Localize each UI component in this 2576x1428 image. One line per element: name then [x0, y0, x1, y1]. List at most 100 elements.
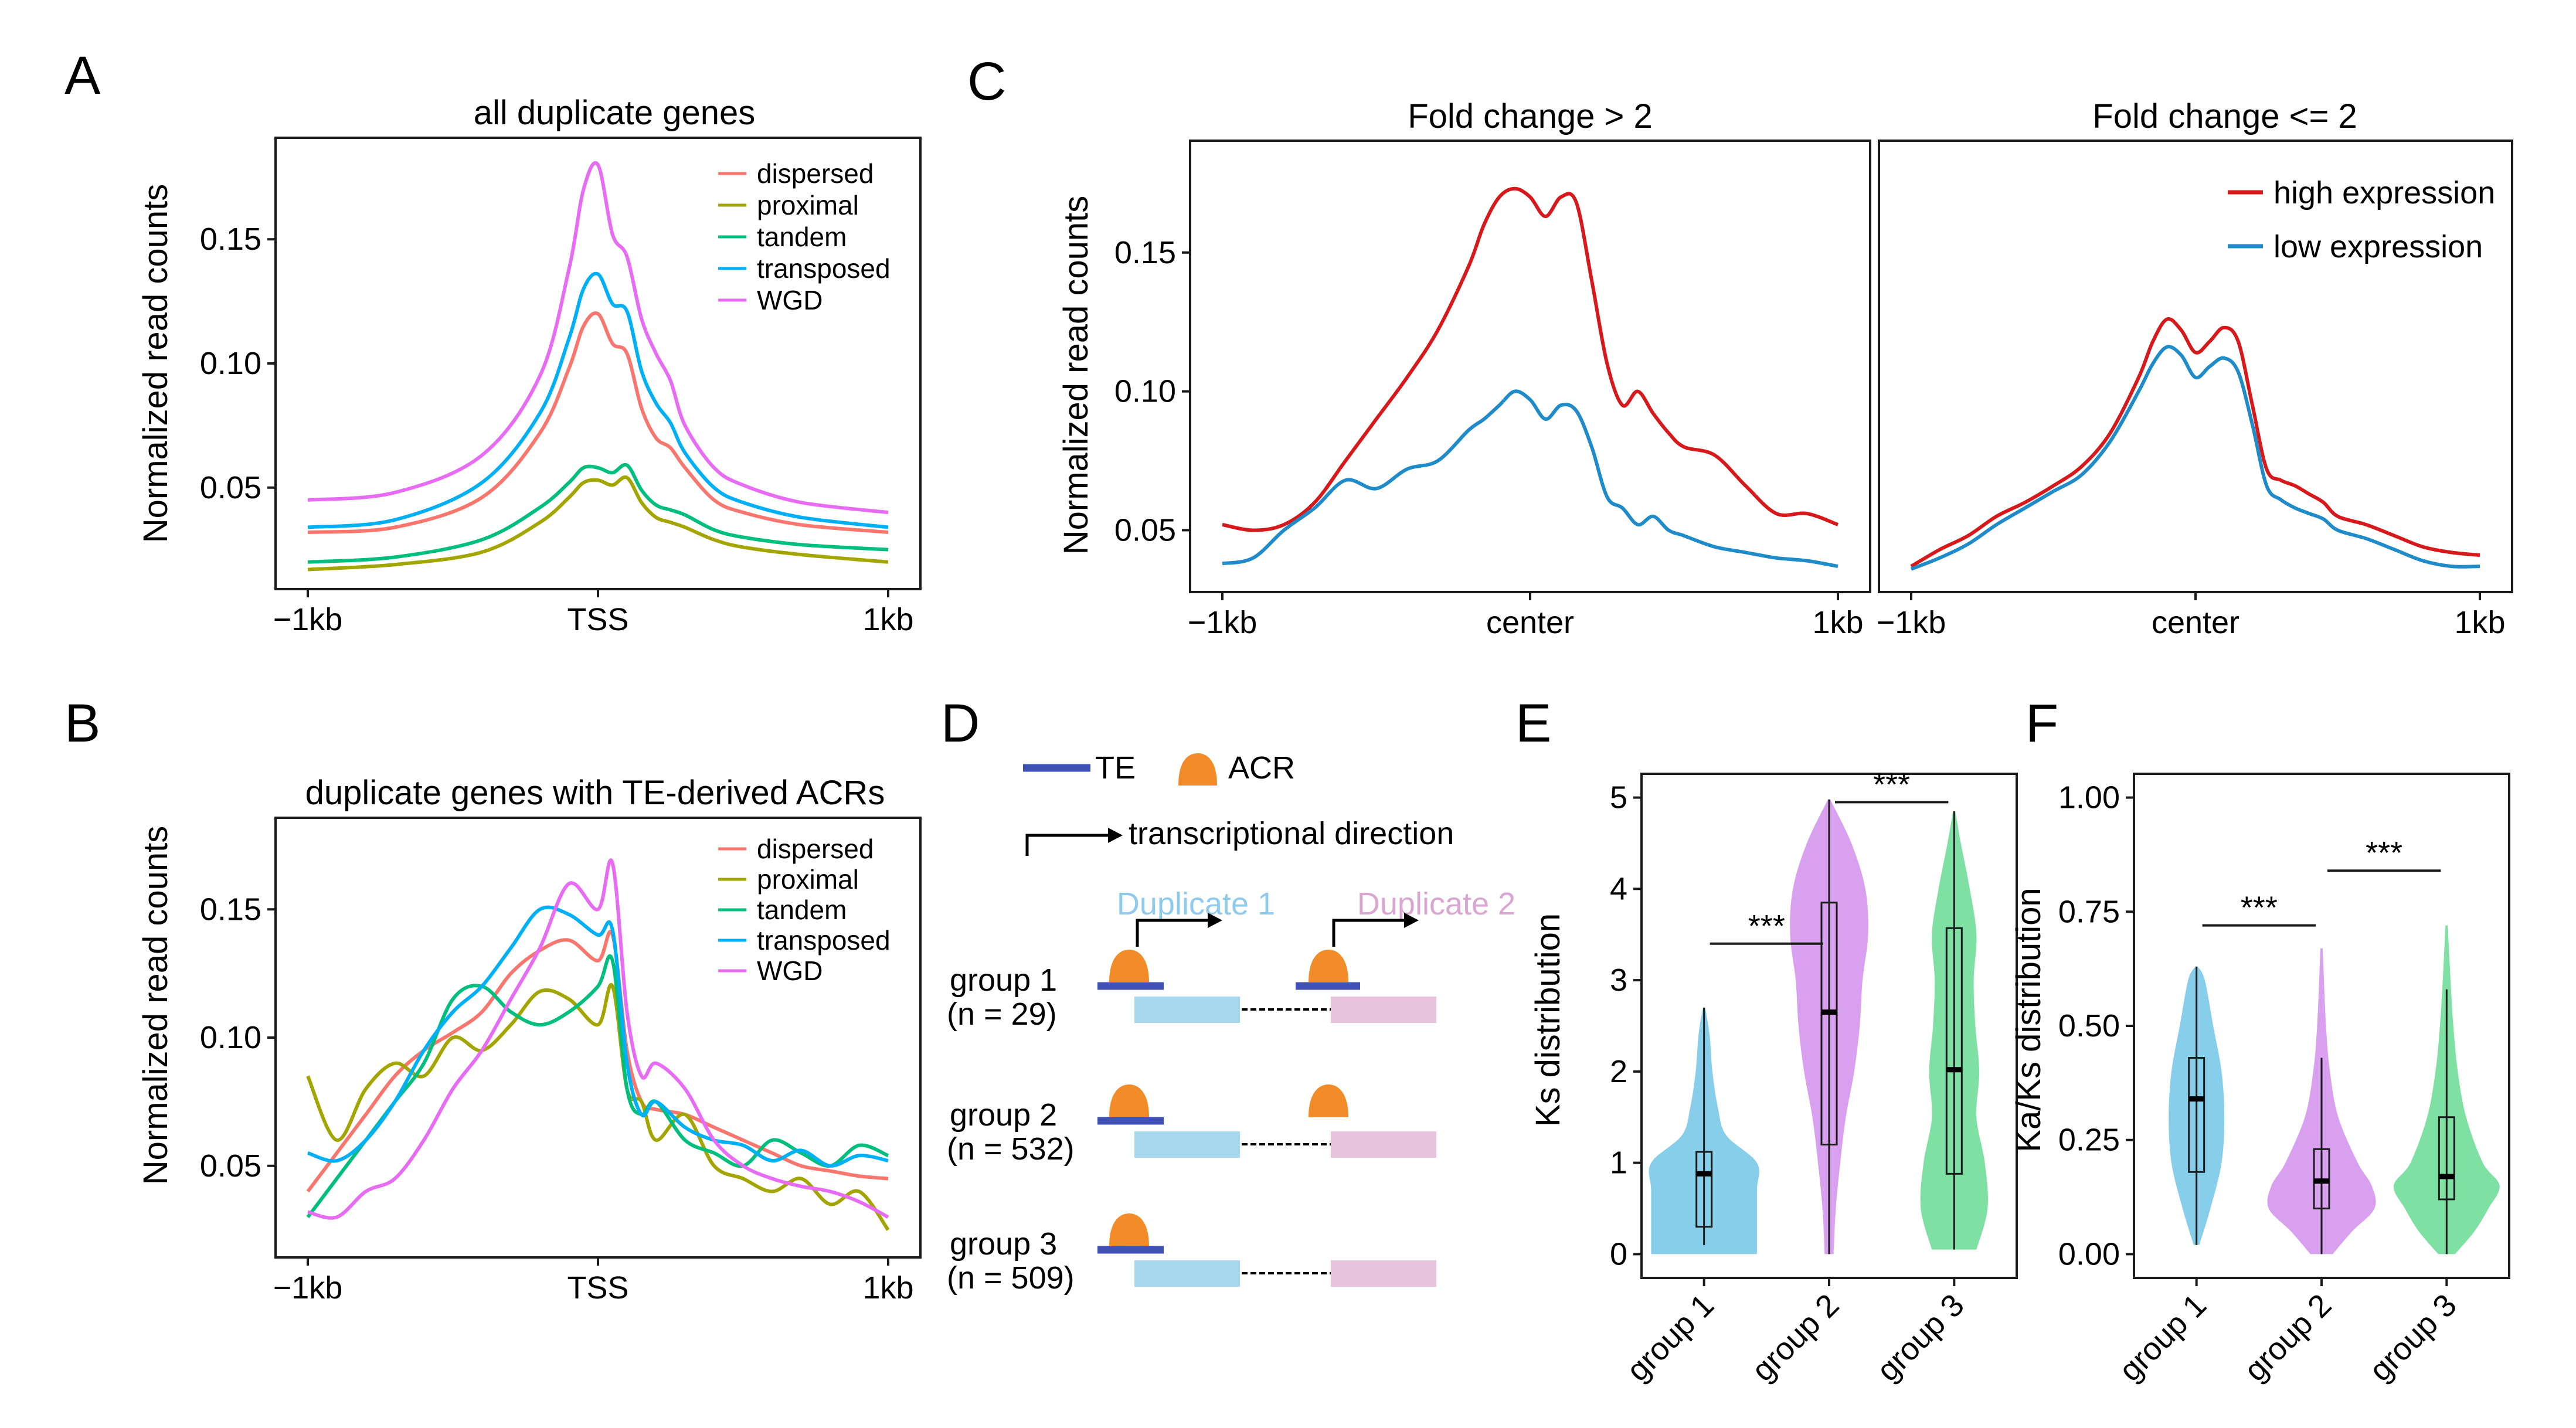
x-tick-label: 1kb	[2454, 605, 2505, 640]
box	[1945, 927, 1963, 1175]
group-count: (n = 29)	[947, 997, 1057, 1032]
acr-peak	[1109, 950, 1149, 982]
x-ticks: −1kb TSS 1kb	[273, 589, 914, 637]
panel-label-e: E	[1515, 693, 1551, 753]
x-tick-label: TSS	[567, 1270, 628, 1305]
series-group	[1910, 317, 2480, 571]
acr-peak	[1309, 950, 1348, 982]
box	[1695, 1151, 1713, 1228]
x-ticks: −1kb TSS 1kb	[273, 1257, 914, 1305]
y-tick-label: 2	[1610, 1054, 1627, 1089]
y-tick-label: 3	[1610, 963, 1627, 998]
direction-arrowhead	[1404, 913, 1419, 928]
acr-peak	[1109, 1213, 1149, 1246]
significance-label: ***	[1748, 909, 1785, 944]
x-ticks: −1kb center 1kb	[1877, 592, 2506, 640]
panel-c-right-chart: Fold change <= 2 −1kb center 1kb high expr…	[1877, 97, 2513, 640]
y-axis-label: Normalized read counts	[137, 184, 175, 543]
series-line-transposed	[307, 905, 889, 1168]
series-line-low-expression	[1910, 345, 2480, 571]
direction-arrow	[1136, 919, 1208, 947]
duplicate-2-box	[1331, 1131, 1436, 1158]
x-tick-label: group 1	[1620, 1287, 1721, 1388]
legend-acr-peak	[1178, 753, 1217, 786]
y-ticks: 0.05 0.10 0.15	[1114, 235, 1190, 548]
x-tick-label: group 3	[2363, 1287, 2463, 1388]
legend-label: low expression	[2273, 229, 2483, 264]
panel-label-d: D	[941, 693, 980, 753]
legend-label: high expression	[2273, 175, 2495, 210]
x-tick-label: −1kb	[1188, 605, 1258, 640]
direction-arrow	[1332, 919, 1404, 947]
duplicate-2-box	[1331, 997, 1436, 1023]
y-ticks: 0 1 2 3 4 5	[1610, 780, 1642, 1271]
chart-title: Fold change <= 2	[2092, 97, 2357, 135]
x-tick-label: TSS	[567, 602, 628, 637]
y-tick-label: 0.05	[1114, 512, 1176, 548]
panel-label-c: C	[967, 52, 1006, 111]
x-tick-label: center	[1486, 605, 1574, 640]
y-tick-label: 0.50	[2058, 1008, 2120, 1043]
x-ticks: group 1 group 2 group 3	[1620, 1278, 1971, 1388]
y-tick-label: 5	[1610, 780, 1627, 815]
panel-label-a: A	[64, 46, 101, 106]
x-tick-label: 1kb	[1812, 605, 1863, 640]
legend-label: dispersed	[757, 158, 874, 189]
y-tick-label: 0.10	[200, 1020, 261, 1055]
y-tick-label: 0.10	[1114, 374, 1176, 409]
group-count: (n = 509)	[947, 1260, 1075, 1296]
legend: high expression low expression	[2228, 175, 2495, 264]
y-ticks: 0.00 0.25 0.50 0.75 1.00	[2058, 780, 2134, 1271]
x-tick-label: 1kb	[862, 602, 913, 637]
group-label: group 1	[950, 963, 1057, 998]
legend-label: tandem	[757, 895, 847, 925]
y-ticks: 0.05 0.10 0.15	[200, 892, 276, 1184]
series-group	[306, 858, 890, 1231]
legend-label: WGD	[757, 285, 823, 315]
significance-label: ***	[2366, 835, 2402, 871]
legend-direction-arrowhead	[1108, 828, 1123, 843]
x-ticks: group 1 group 2 group 3	[2112, 1278, 2463, 1388]
duplicate-1-box	[1134, 1131, 1240, 1158]
series-line-transposed	[307, 271, 889, 529]
y-axis-label: Ks distribution	[1529, 913, 1567, 1127]
y-tick-label: 0.15	[200, 222, 261, 257]
y-axis-label: Ka/Ks distribution	[2010, 888, 2048, 1152]
x-tick-label: group 2	[2238, 1287, 2339, 1388]
significance-group: *** ***	[2202, 835, 2441, 927]
y-tick-label: 0.75	[2058, 894, 2120, 929]
y-tick-label: 0.05	[200, 1148, 261, 1184]
series-line-proximal	[307, 475, 889, 572]
direction-arrowhead	[1208, 913, 1222, 928]
group-count: (n = 532)	[947, 1131, 1075, 1167]
y-axis-label: Normalized read counts	[137, 826, 175, 1185]
chart-title: all duplicate genes	[474, 94, 755, 132]
legend-label: WGD	[757, 956, 823, 986]
group-label: group 3	[950, 1226, 1057, 1262]
series-line-dispersed	[307, 311, 889, 534]
acr-peak	[1109, 1084, 1149, 1117]
y-ticks: 0.05 0.10 0.15	[200, 222, 276, 505]
series-line-high-expression	[1910, 317, 2480, 568]
box	[2438, 1116, 2455, 1201]
significance-label: ***	[1873, 767, 1910, 802]
legend-acr-label: ACR	[1228, 750, 1295, 786]
series-line-wgd	[307, 858, 889, 1220]
y-tick-label: 0.25	[2058, 1123, 2120, 1158]
panel-e-chart: Ks distribution 0 1 2 3 4 5 group 1 group 2 gro…	[1529, 767, 2018, 1388]
y-tick-label: 1	[1610, 1145, 1627, 1181]
y-axis-label: Normalized read counts	[1057, 196, 1095, 555]
acr-peak	[1309, 1084, 1348, 1117]
panel-b-chart: duplicate genes with TE-derived ACRs Nor…	[137, 774, 922, 1305]
chart-title: duplicate genes with TE-derived ACRs	[305, 774, 885, 812]
y-tick-label: 0.15	[1114, 235, 1176, 270]
y-tick-label: 0.15	[200, 892, 261, 927]
panel-a-chart: all duplicate genes Normalized read coun…	[137, 94, 922, 637]
panel-c-left-chart: Fold change > 2 Normalized read counts 0…	[1057, 97, 1871, 640]
y-tick-label: 0	[1610, 1236, 1627, 1271]
y-tick-label: 0.05	[200, 470, 261, 505]
legend-label: dispersed	[757, 834, 874, 864]
